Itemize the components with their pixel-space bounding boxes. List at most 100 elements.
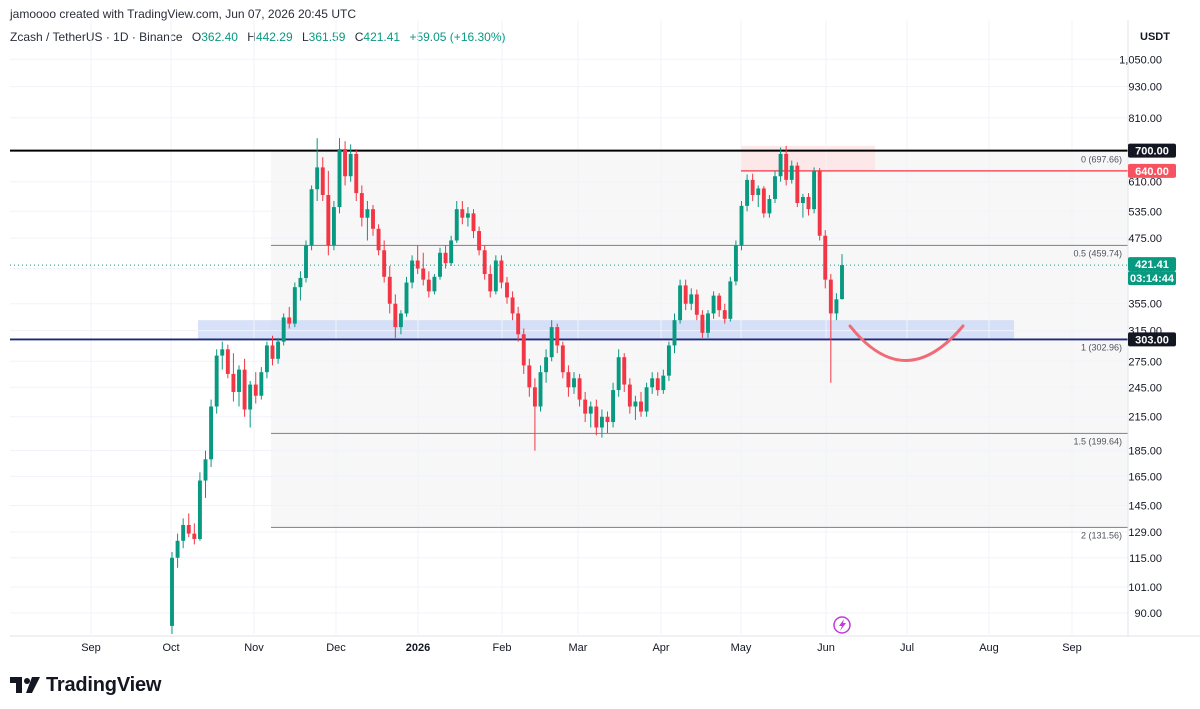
- price-label-text: 700.00: [1135, 146, 1169, 158]
- candle-body: [499, 260, 504, 283]
- fib-label: 0.5 (459.74): [1073, 248, 1122, 258]
- y-tick-label: 475.00: [1128, 233, 1162, 245]
- candle-body: [672, 320, 677, 346]
- candle-body: [382, 250, 387, 277]
- candle-body: [443, 252, 448, 264]
- candle-body: [789, 165, 794, 180]
- candle-body: [237, 369, 241, 392]
- price-label: 421.41: [1128, 257, 1176, 272]
- y-tick-label: 355.00: [1128, 299, 1162, 311]
- candle-body: [745, 179, 750, 206]
- candle-body: [398, 313, 403, 328]
- candle-body: [359, 193, 364, 218]
- candle-body: [432, 276, 437, 292]
- y-tick-label: 930.00: [1128, 82, 1162, 94]
- candle-body: [287, 317, 292, 324]
- candle-body: [678, 285, 683, 321]
- x-tick-label: Apr: [652, 642, 669, 654]
- candle-body: [505, 282, 509, 298]
- x-tick-label: Jun: [817, 642, 835, 654]
- candle-body: [426, 279, 431, 292]
- candle-body: [555, 327, 560, 346]
- candle-body: [482, 250, 487, 275]
- fib-label: 1 (302.96): [1081, 342, 1122, 352]
- candle-body: [622, 357, 627, 385]
- candle-body: [611, 390, 616, 423]
- candle-body: [633, 401, 638, 407]
- candle-body: [214, 355, 219, 407]
- x-tick-label: 2026: [406, 642, 430, 654]
- candle-body: [510, 297, 515, 314]
- candle-body: [840, 265, 844, 300]
- y-tick-label: 185.00: [1128, 446, 1162, 458]
- y-tick-label: 129.00: [1128, 527, 1162, 539]
- price-label: 700.00: [1128, 143, 1176, 158]
- candle-body: [331, 207, 336, 246]
- candle-body: [577, 378, 582, 400]
- candle-body: [538, 372, 543, 407]
- chart-credit: jamoooo created with TradingView.com, Ju…: [10, 7, 356, 21]
- candle-body: [488, 274, 493, 292]
- candle-body: [477, 231, 482, 251]
- candle-body: [706, 313, 710, 333]
- candle-body: [281, 317, 286, 342]
- candle-body: [784, 153, 789, 180]
- y-tick-label: 165.00: [1128, 471, 1162, 483]
- candle-body: [248, 384, 253, 410]
- price-label-text: 640.00: [1135, 166, 1169, 178]
- x-tick-label: Dec: [326, 642, 346, 654]
- x-tick-label: Oct: [162, 642, 179, 654]
- candle-body: [644, 387, 649, 412]
- candle-body: [544, 357, 549, 373]
- tradingview-wordmark: TradingView: [46, 673, 162, 696]
- candle-body: [773, 176, 777, 199]
- candle-body: [812, 170, 817, 210]
- candle-body: [599, 416, 604, 428]
- change-value: +59.05 (+16.30%): [409, 30, 506, 44]
- candle-body: [588, 406, 593, 414]
- candle-body: [343, 149, 348, 177]
- candle-body: [454, 209, 459, 241]
- price-label-text: 421.41: [1135, 259, 1169, 271]
- candle-body: [549, 327, 554, 358]
- candle-body: [225, 349, 230, 374]
- candle-body: [795, 165, 800, 204]
- candle-body: [376, 228, 381, 251]
- candle-body: [694, 294, 699, 315]
- candle-body: [605, 416, 610, 423]
- y-tick-label: 115.00: [1129, 553, 1162, 565]
- candle-body: [209, 406, 214, 460]
- candle-body: [532, 387, 537, 407]
- price-label-box: [1128, 271, 1176, 286]
- price-label-text: 303.00: [1135, 334, 1169, 346]
- demand-zone: [198, 320, 1014, 340]
- price-label: 03:14:44: [1128, 271, 1176, 286]
- x-tick-label: Nov: [244, 642, 264, 654]
- x-tick-label: Feb: [493, 642, 512, 654]
- x-tick-label: Jul: [900, 642, 914, 654]
- candle-body: [823, 235, 828, 280]
- lightning-icon[interactable]: [833, 616, 851, 634]
- candle-body: [415, 260, 420, 269]
- x-tick-label: May: [731, 642, 752, 654]
- candle-body: [806, 196, 811, 210]
- candle-body: [264, 345, 269, 373]
- candle-body: [371, 209, 375, 229]
- y-tick-label: 1,050.00: [1119, 54, 1162, 66]
- candle-body: [471, 213, 476, 232]
- candle-body: [175, 540, 180, 558]
- candle-body: [242, 369, 247, 410]
- symbol-label[interactable]: Zcash / TetherUS · 1D · Binance: [10, 30, 183, 44]
- candle-body: [521, 334, 526, 366]
- candle-body: [192, 533, 197, 539]
- candle-body: [683, 285, 688, 304]
- x-tick-label: Sep: [1062, 642, 1082, 654]
- candle-body: [566, 372, 571, 388]
- tradingview-logo[interactable]: TradingView: [10, 674, 161, 696]
- candle-body: [817, 170, 822, 236]
- lightning-icon-bolt: [839, 619, 846, 631]
- candle-body: [778, 153, 783, 177]
- candle-body: [186, 524, 191, 534]
- y-tick-label: 245.00: [1128, 382, 1162, 394]
